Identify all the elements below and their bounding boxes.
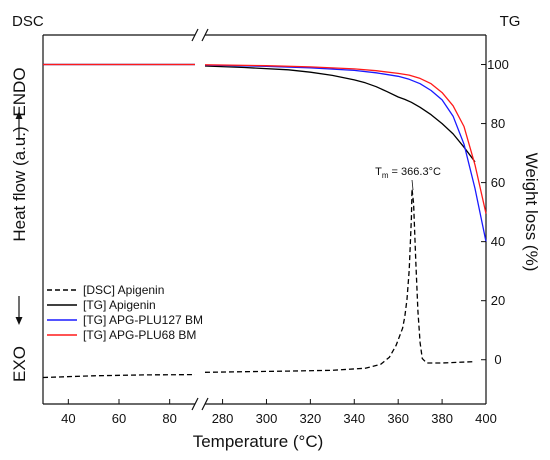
y-right-tick-label: 60 (491, 175, 505, 190)
x-tick-label: 280 (212, 411, 234, 426)
dsc-corner-label: DSC (12, 13, 44, 30)
tg-corner-label: TG (500, 13, 521, 30)
series-line-1-part-1 (204, 65, 476, 163)
y-right-tick-label: 0 (494, 352, 501, 367)
tm-subscript: m (382, 171, 389, 180)
legend-label-0: [DSC] Apigenin (83, 283, 164, 297)
x-tick-label: 340 (343, 411, 365, 426)
tm-annotation: Tm = 366.3°C (375, 166, 441, 180)
series-line-2-part-1 (204, 64, 487, 242)
legend-label-1: [TG] Apigenin (83, 298, 156, 312)
x-tick-label: 40 (61, 411, 75, 426)
x-tick-label: 60 (112, 411, 126, 426)
axis-ticks: 40 60 80 280 300 320 340 360 380 400 0 20 40 60 80 100 (61, 57, 509, 426)
axis-break-mark-top-2 (201, 28, 209, 42)
exo-label: EXO (10, 346, 29, 382)
exo-arrow (15, 296, 23, 325)
axis-break-mark-bottom-1 (191, 397, 199, 411)
endo-arrow (15, 111, 23, 140)
legend-label-2: [TG] APG-PLU127 BM (83, 313, 203, 327)
y-axis-title-right: Weight loss (%) (522, 153, 541, 272)
y-right-tick-label: 80 (491, 116, 505, 131)
x-tick-label: 320 (300, 411, 322, 426)
legend: [DSC] Apigenin[TG] Apigenin[TG] APG-PLU1… (47, 283, 203, 342)
y-right-tick-label: 40 (491, 234, 505, 249)
endo-label: ENDO (10, 67, 29, 116)
axis-break-mark-bottom-2 (201, 397, 209, 411)
y-right-tick-label: 20 (491, 293, 505, 308)
y-axis-title-left: Heat flow (a.u.) (10, 126, 29, 241)
x-tick-label: 360 (387, 411, 409, 426)
axis-break-mark-top-1 (191, 28, 199, 42)
series-line-0-part-1 (204, 188, 476, 373)
series-line-0-part-0 (42, 373, 196, 379)
tm-value: = 366.3°C (389, 166, 441, 178)
series-line-3-part-1 (204, 64, 487, 214)
x-tick-label: 300 (256, 411, 278, 426)
plot-frame (42, 28, 487, 411)
x-axis-title: Temperature (°C) (193, 432, 324, 451)
x-tick-label: 380 (431, 411, 453, 426)
tm-leader-line (411, 179, 414, 191)
x-tick-label: 400 (475, 411, 497, 426)
y-right-tick-label: 100 (487, 57, 509, 72)
series-lines (42, 63, 487, 379)
legend-label-3: [TG] APG-PLU68 BM (83, 328, 196, 342)
x-tick-label: 80 (162, 411, 176, 426)
tm-symbol: T (375, 166, 382, 178)
